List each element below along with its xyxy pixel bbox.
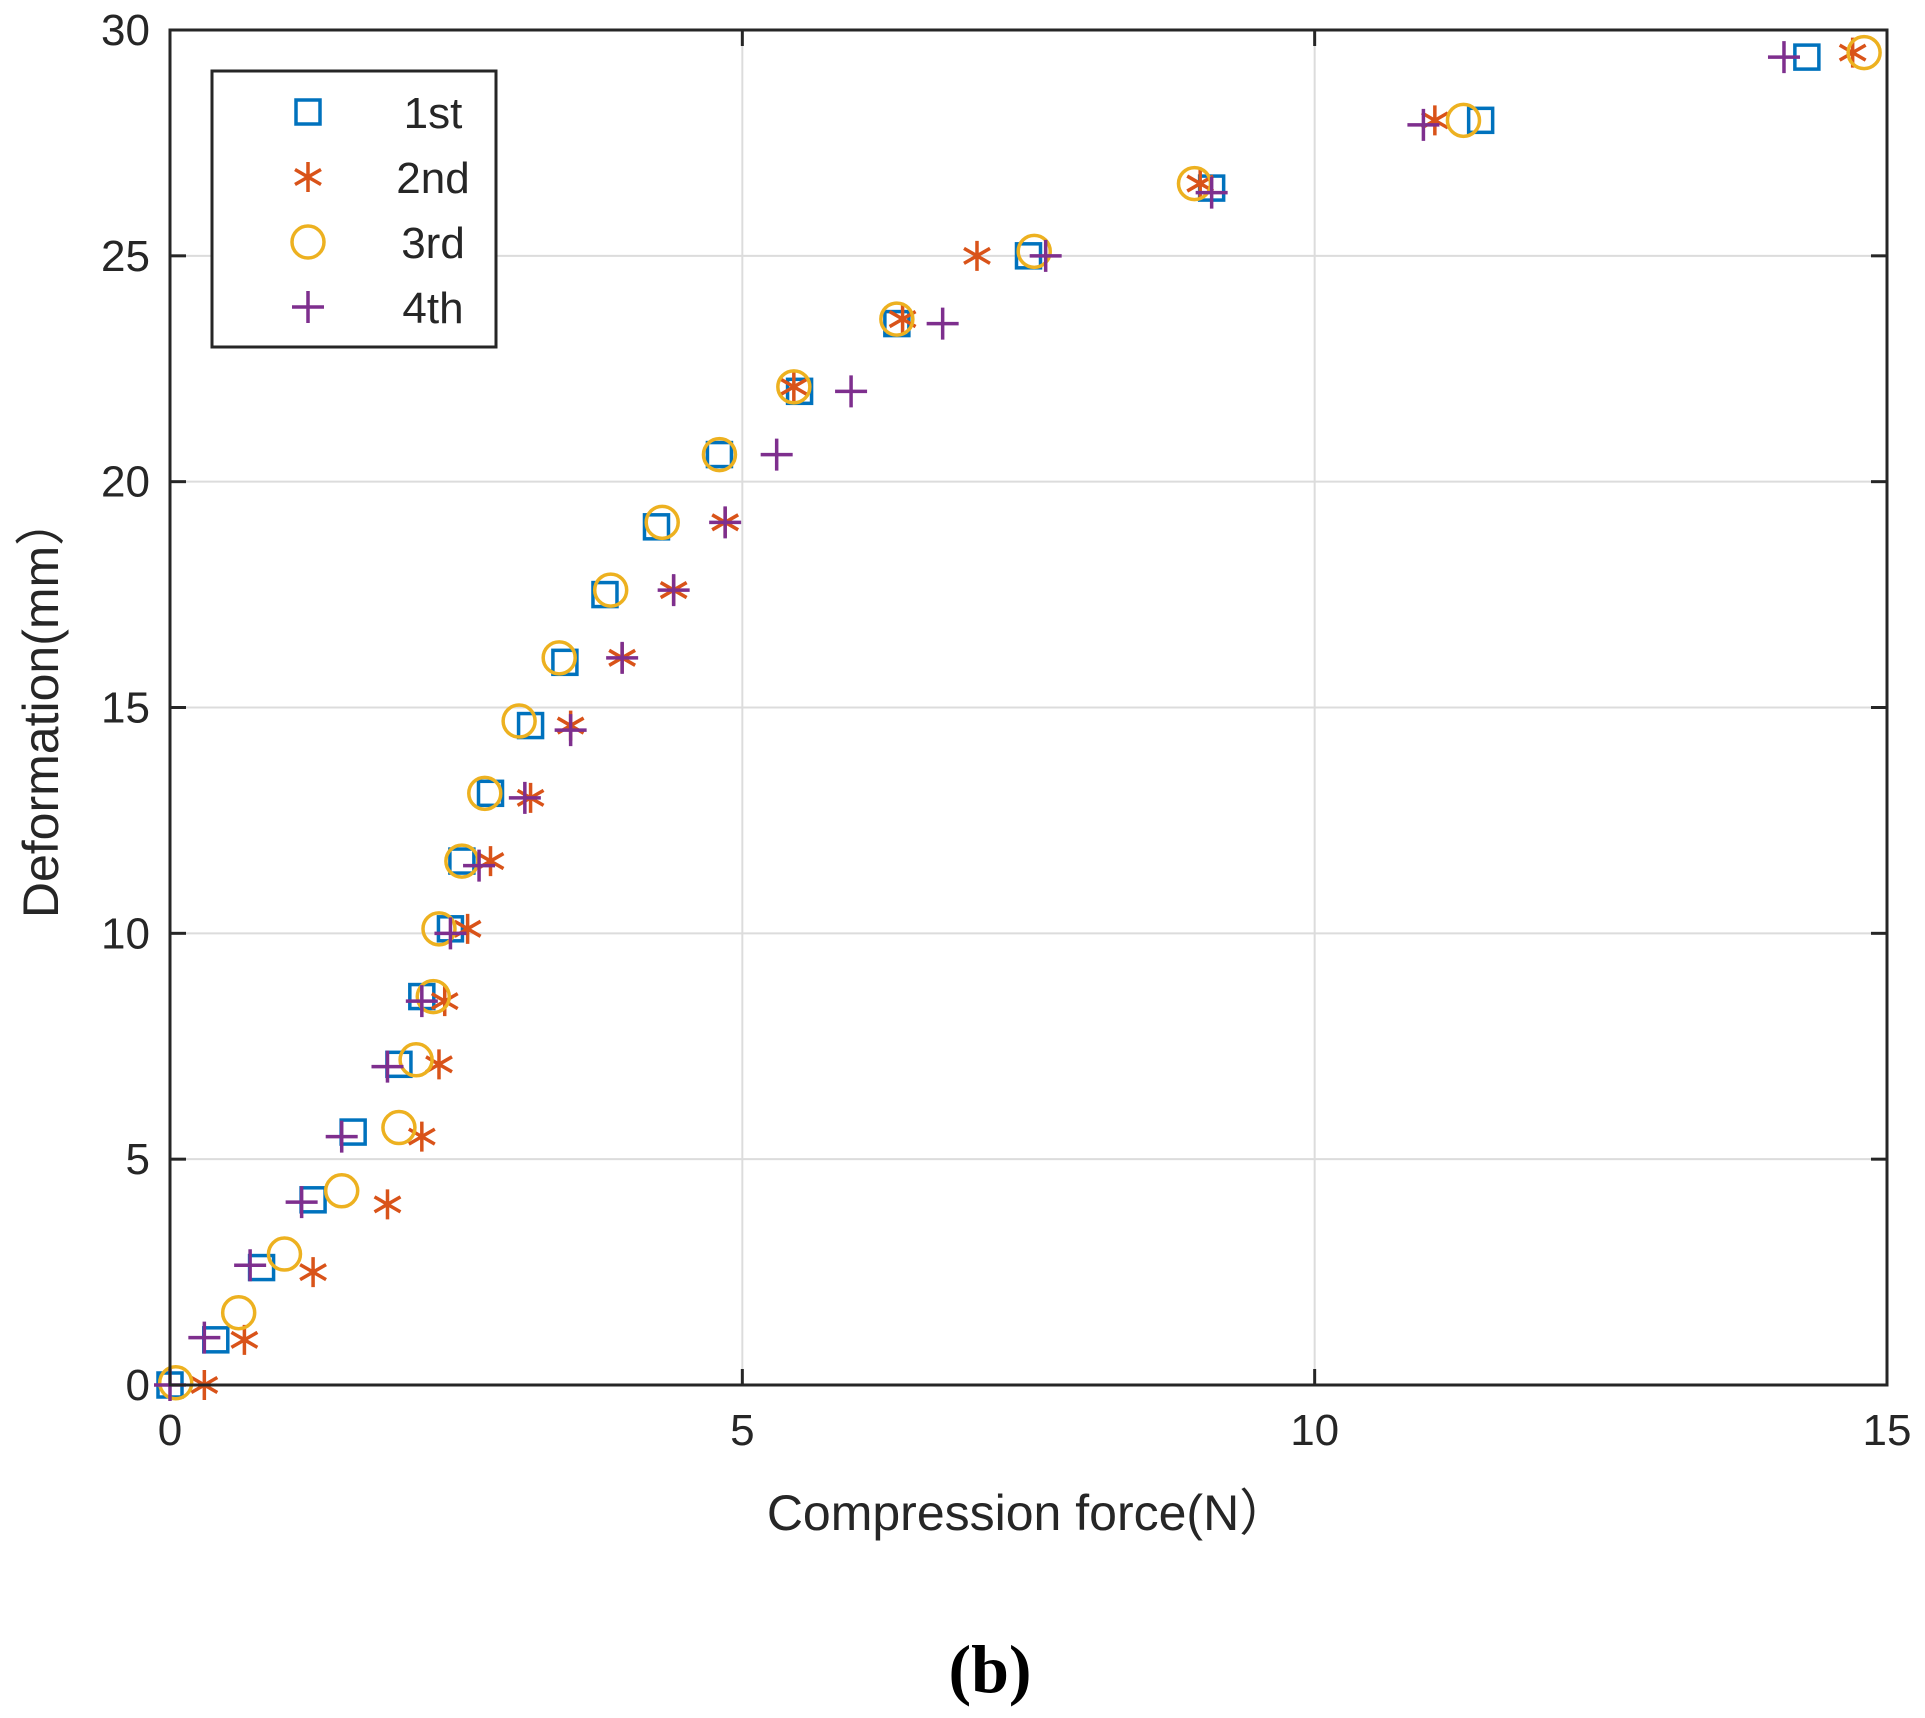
data-point-4th — [188, 1321, 221, 1354]
data-point-4th — [325, 1120, 358, 1153]
y-axis-label: Deformation(mm） — [13, 496, 69, 918]
legend-label-3rd: 3rd — [401, 219, 465, 268]
data-point-4th — [508, 781, 541, 814]
legend-label-4th: 4th — [402, 284, 463, 333]
data-point-4th — [285, 1186, 318, 1219]
legend-marker-2nd — [294, 162, 322, 192]
data-point-3rd — [157, 1364, 194, 1401]
data-point-1st — [1466, 106, 1495, 135]
data-point-4th — [1407, 108, 1440, 141]
legend-marker-4th — [292, 291, 324, 323]
data-point-4th — [463, 849, 496, 882]
data-point-1st — [516, 711, 545, 740]
legend-label-2nd: 2nd — [396, 154, 469, 203]
x-axis-label: Compression force(N） — [767, 1485, 1289, 1541]
data-point-3rd — [879, 301, 915, 337]
data-point-3rd — [381, 1109, 417, 1146]
data-point-2nd — [230, 1324, 259, 1355]
data-point-4th — [371, 1050, 404, 1083]
x-tick-label: 10 — [1290, 1406, 1339, 1455]
data-point-3rd — [1445, 102, 1482, 139]
data-point-4th — [554, 714, 587, 747]
data-point-3rd — [266, 1236, 303, 1272]
y-tick-label: 30 — [101, 6, 150, 55]
data-point-2nd — [373, 1189, 402, 1220]
data-point-2nd — [779, 371, 808, 402]
data-point-3rd — [421, 911, 457, 947]
data-point-3rd — [592, 572, 629, 608]
data-point-3rd — [467, 775, 503, 812]
tick-labels: 0 5 10 15 0 5 10 15 20 25 30 — [101, 6, 1911, 1455]
data-point-3rd — [541, 640, 577, 676]
data-points — [154, 34, 1882, 1401]
data-point-4th — [709, 506, 742, 539]
legend-marker-1st — [294, 98, 322, 126]
data-point-3rd — [398, 1042, 434, 1078]
data-point-4th — [657, 574, 690, 607]
data-point-4th — [835, 375, 868, 408]
data-point-4th — [1195, 176, 1228, 209]
y-tick-label: 25 — [101, 232, 150, 281]
data-point-4th — [606, 641, 639, 674]
data-point-2nd — [430, 986, 459, 1017]
data-point-1st — [448, 847, 476, 875]
legend-label-1st: 1st — [404, 89, 463, 138]
panel-label: (b) — [948, 1631, 1031, 1707]
legend-box — [210, 69, 498, 349]
data-point-4th — [234, 1249, 267, 1282]
data-point-3rd — [415, 978, 452, 1015]
data-point-4th — [1767, 41, 1800, 74]
y-tick-label: 15 — [101, 684, 150, 733]
data-point-2nd — [963, 240, 991, 271]
legend: 1st 2nd 3rd 4th — [210, 69, 498, 349]
y-tick-label: 5 — [126, 1135, 150, 1184]
data-point-4th — [405, 985, 438, 1018]
data-point-4th — [434, 917, 467, 950]
data-point-3rd — [501, 703, 537, 739]
data-point-3rd — [644, 504, 680, 541]
data-point-3rd — [1016, 233, 1052, 270]
data-point-4th — [760, 438, 793, 471]
data-point-3rd — [701, 436, 738, 473]
data-point-3rd — [1846, 34, 1882, 71]
data-point-3rd — [776, 369, 812, 405]
data-point-3rd — [323, 1173, 360, 1209]
data-point-4th — [926, 307, 959, 340]
x-tick-label: 0 — [158, 1406, 182, 1455]
y-tick-label: 20 — [101, 458, 150, 507]
x-tick-label: 5 — [730, 1406, 754, 1455]
axis-ticks — [168, 28, 1889, 1387]
y-tick-label: 0 — [126, 1361, 150, 1410]
y-tick-label: 10 — [101, 909, 150, 958]
legend-marker-3rd — [290, 224, 326, 260]
data-point-3rd — [220, 1294, 257, 1331]
data-point-4th — [1029, 239, 1062, 272]
data-point-2nd — [299, 1257, 327, 1288]
data-point-1st — [705, 440, 734, 469]
x-tick-label: 15 — [1863, 1406, 1912, 1455]
